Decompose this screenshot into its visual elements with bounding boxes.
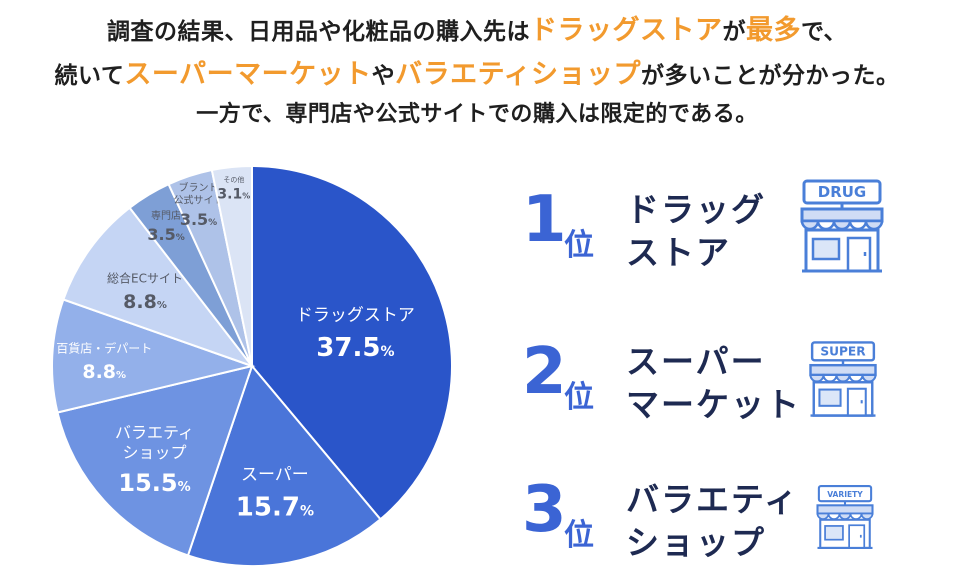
rank-suffix: 位: [564, 518, 594, 553]
slice-label: スーパー 15.7%: [236, 465, 314, 523]
slice-name: ショップ: [122, 443, 186, 462]
headline-line-3: 一方で、専門店や公式サイトでの購入は限定的である。: [196, 102, 758, 127]
slice-label: バラエティショップ 15.5%: [115, 423, 194, 497]
rank-store-name-line: ドラッグ: [626, 190, 766, 229]
headline-text: が: [722, 19, 746, 45]
rank-row: 3 位バラエティ ショップ: [522, 478, 942, 578]
drugstore-icon: DRUG: [800, 178, 884, 278]
rank-row: 2 位スーパー マーケット: [522, 340, 942, 440]
headline-accent: ドラッグストア: [529, 15, 723, 46]
slice-value: 15.5%: [118, 469, 190, 497]
slice-label: 総合ECサイト 8.8%: [107, 271, 183, 313]
rank-number: 1: [522, 183, 567, 257]
pie-slice: [251, 164, 454, 521]
slice-name: 専門店: [151, 209, 181, 222]
slice-value: 3.1%: [217, 186, 250, 202]
headline-line-1: 調査の結果、日用品や化粧品の購入先はドラッグストアが最多で、: [0, 8, 954, 47]
rank-number: 2: [522, 335, 567, 409]
slice-label: その他 3.1%: [217, 175, 250, 202]
slice-value: 3.5%: [180, 210, 217, 229]
headline-text: で、: [800, 19, 848, 45]
slice-name: 総合ECサイト: [107, 271, 183, 286]
headline-line-2: 続いてスーパーマーケットやバラエティショップが多いことが分かった。: [0, 52, 954, 91]
slice-name: ドラッグストア: [296, 305, 415, 325]
rank-store-name-line: マーケット: [626, 385, 801, 424]
rank-number: 3: [522, 473, 567, 547]
pie-slice: [62, 206, 255, 369]
slice-name: その他: [223, 175, 244, 184]
slice-value: 8.8%: [82, 361, 126, 383]
svg-text:SUPER: SUPER: [820, 344, 866, 358]
headline-accent: スーパーマーケット: [124, 59, 372, 90]
pie-slice: [51, 298, 256, 414]
rank-suffix: 位: [564, 228, 594, 263]
headline-accent: 最多: [745, 15, 801, 46]
rank-store-name-line: バラエティ: [626, 480, 800, 519]
variety-shop-icon: VARIETY: [810, 484, 880, 554]
rank-store-name-line: ストア: [626, 233, 731, 272]
rank-suffix: 位: [564, 380, 594, 415]
slice-label: ドラッグストア 37.5%: [296, 305, 415, 363]
rank-store-name-line: ショップ: [626, 523, 766, 562]
slice-label: 専門店 3.5%: [147, 209, 184, 244]
slice-name: 公式サイト: [174, 194, 224, 207]
headline-text: 調査の結果、日用品や化粧品の購入先は: [106, 19, 530, 45]
slice-value: 37.5%: [316, 333, 394, 363]
rank-store-name: バラエティ ショップ: [626, 478, 806, 564]
slice-name: バラエティ: [115, 423, 194, 442]
rank-store-name-line: スーパー: [626, 342, 766, 381]
slice-name: ブランド: [179, 181, 219, 194]
headline-text: や: [371, 63, 396, 89]
store-sign-variety: VARIETY: [816, 485, 874, 549]
slice-name: 百貨店・デパート: [56, 340, 152, 355]
pie-slice: [210, 164, 253, 367]
svg-text:DRUG: DRUG: [818, 183, 867, 201]
headline-text: が多いことが分かった。: [640, 63, 900, 89]
store-sign-super: SUPER: [809, 341, 877, 417]
slice-value: 8.8%: [123, 291, 167, 313]
rank-store-name: ドラッグ ストア: [626, 188, 806, 274]
rank-store-name: スーパー マーケット: [626, 340, 806, 426]
slice-value: 15.7%: [236, 492, 314, 522]
headline-accent: バラエティショップ: [395, 59, 641, 90]
slice-name: スーパー: [241, 465, 309, 485]
store-sign-drug: DRUG: [800, 179, 884, 273]
supermarket-icon: SUPER: [804, 340, 882, 422]
rank-row: 1 位ドラッグ ストア: [522, 188, 942, 288]
svg-text:VARIETY: VARIETY: [827, 490, 863, 499]
pie-slice: [56, 364, 254, 557]
slice-value: 3.5%: [147, 225, 184, 244]
slice-label: 百貨店・デパート 8.8%: [56, 340, 152, 382]
headline-text: 続いて: [54, 63, 125, 89]
